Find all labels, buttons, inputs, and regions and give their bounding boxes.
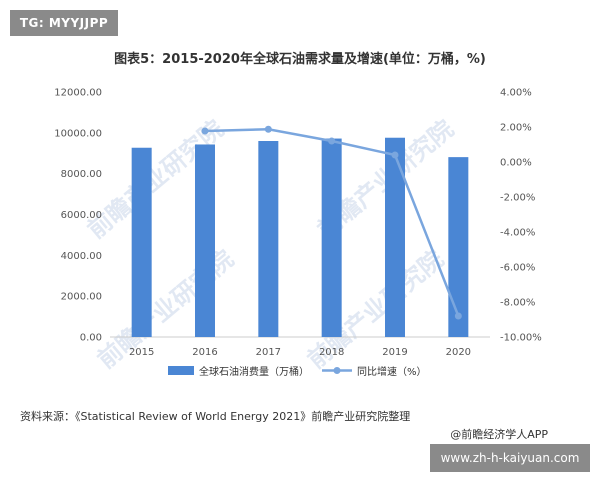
growth-point-2018 <box>328 137 336 145</box>
right-tick-label: -6.00% <box>500 263 535 274</box>
growth-point-2020 <box>454 312 462 320</box>
left-tick-label: 6000.00 <box>61 210 102 221</box>
chart-title: 图表5：2015-2020年全球石油需求量及增速(单位：万桶，%) <box>114 52 486 67</box>
x-tick-label: 2019 <box>382 347 407 358</box>
right-tick-label: -4.00% <box>500 228 535 239</box>
right-tick-label: -8.00% <box>500 298 535 309</box>
growth-point-2016 <box>201 127 209 135</box>
x-tick-label: 2018 <box>319 347 344 358</box>
x-tick-label: 2020 <box>446 347 471 358</box>
bar-2016 <box>195 144 215 337</box>
bar-2017 <box>258 141 279 337</box>
legend-line-marker <box>333 367 341 374</box>
legend-layer: 全球石油消费量（万桶） 同比增速（%） <box>168 365 427 378</box>
right-tick-label: -2.00% <box>500 193 535 204</box>
source-note: 资料来源：《Statistical Review of World Energy… <box>20 410 411 423</box>
left-tick-label: 12000.00 <box>54 88 102 99</box>
right-tick-label: 2.00% <box>500 123 532 134</box>
left-tick-label: 8000.00 <box>61 169 102 180</box>
bar-2019 <box>385 137 405 337</box>
x-tick-label: 2017 <box>256 347 281 358</box>
bars-layer <box>131 137 469 337</box>
right-tick-label: 0.00% <box>500 158 532 169</box>
growth-point-2019 <box>391 151 399 159</box>
chart-canvas: 0.00 2000.00 4000.00 6000.00 8000.00 10000.00… <box>54 88 541 379</box>
bar-2020 <box>448 157 469 337</box>
x-tick-label: 2016 <box>192 347 217 358</box>
x-tick-label: 2015 <box>129 347 154 358</box>
growth-point-2017 <box>264 125 272 133</box>
left-tick-label: 4000.00 <box>61 251 102 262</box>
url-badge: www.zh-h-kaiyuan.com <box>430 444 590 472</box>
left-tick-label: 0.00 <box>80 333 102 344</box>
left-tick-label: 2000.00 <box>61 292 102 303</box>
ticks-layer: 0.00 2000.00 4000.00 6000.00 8000.00 10000.00… <box>54 88 541 359</box>
bar-2018 <box>321 138 342 337</box>
legend-bar-label: 全球石油消费量（万桶） <box>199 365 309 378</box>
credit-text: @前瞻经济学人APP <box>450 428 548 441</box>
bar-2015 <box>131 147 152 337</box>
right-tick-label: -10.00% <box>500 333 542 344</box>
left-tick-label: 10000.00 <box>54 128 102 139</box>
legend-line-label: 同比增速（%） <box>357 365 427 378</box>
legend-bar-swatch <box>168 366 194 375</box>
right-tick-label: 4.00% <box>500 88 532 99</box>
top-badge: TG: MYYJJPP <box>10 10 118 36</box>
line-layer <box>201 125 462 320</box>
